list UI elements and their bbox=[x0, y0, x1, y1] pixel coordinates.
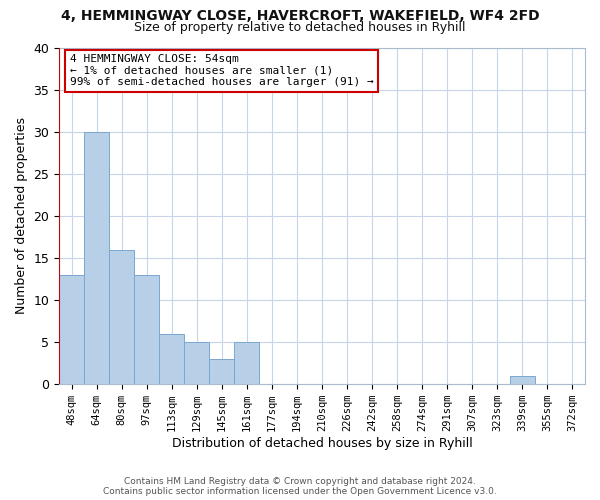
Bar bbox=[235, 342, 259, 384]
Text: 4, HEMMINGWAY CLOSE, HAVERCROFT, WAKEFIELD, WF4 2FD: 4, HEMMINGWAY CLOSE, HAVERCROFT, WAKEFIE… bbox=[61, 9, 539, 23]
Text: Size of property relative to detached houses in Ryhill: Size of property relative to detached ho… bbox=[134, 21, 466, 34]
Text: 4 HEMMINGWAY CLOSE: 54sqm
← 1% of detached houses are smaller (1)
99% of semi-de: 4 HEMMINGWAY CLOSE: 54sqm ← 1% of detach… bbox=[70, 54, 373, 88]
Bar bbox=[209, 359, 235, 384]
Bar bbox=[160, 334, 184, 384]
Bar bbox=[59, 275, 84, 384]
Bar bbox=[84, 132, 109, 384]
Bar bbox=[109, 250, 134, 384]
Y-axis label: Number of detached properties: Number of detached properties bbox=[15, 118, 28, 314]
X-axis label: Distribution of detached houses by size in Ryhill: Distribution of detached houses by size … bbox=[172, 437, 472, 450]
Bar bbox=[184, 342, 209, 384]
Bar bbox=[510, 376, 535, 384]
Text: Contains HM Land Registry data © Crown copyright and database right 2024.
Contai: Contains HM Land Registry data © Crown c… bbox=[103, 476, 497, 496]
Bar bbox=[134, 275, 160, 384]
